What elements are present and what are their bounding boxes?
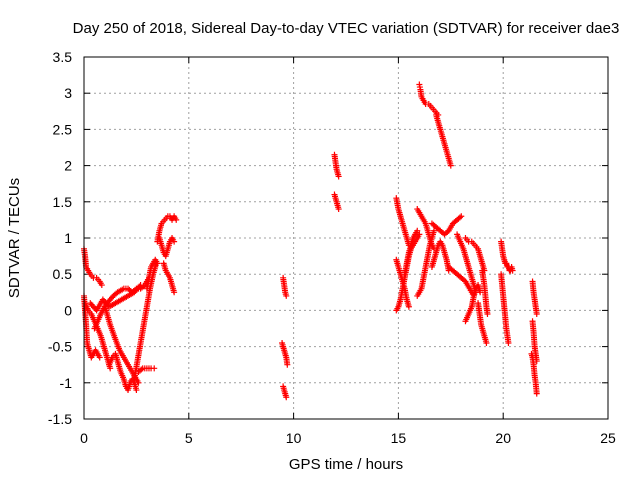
series-pass-12-b bbox=[331, 191, 342, 213]
y-tick-label: -1.5 bbox=[48, 411, 72, 427]
series-pass-18-b bbox=[454, 231, 479, 296]
x-tick-label: 5 bbox=[185, 430, 193, 446]
data-point bbox=[461, 277, 468, 284]
series-pass-20-c bbox=[503, 260, 516, 274]
data-point bbox=[533, 311, 540, 318]
series-pass-15-a bbox=[393, 195, 412, 249]
series-pass-21-a bbox=[529, 278, 540, 318]
data-point bbox=[151, 365, 158, 372]
chart-title: Day 250 of 2018, Sidereal Day-to-day VTE… bbox=[73, 20, 620, 37]
data-point bbox=[284, 361, 291, 368]
series-pass-12-a bbox=[331, 151, 342, 180]
y-tick-label: 1.5 bbox=[53, 194, 73, 210]
y-tick-label: 2 bbox=[64, 158, 72, 174]
data-point bbox=[96, 354, 103, 361]
series-pass-20-b bbox=[498, 271, 512, 346]
data-point bbox=[405, 303, 412, 310]
x-axis-label: GPS time / hours bbox=[289, 456, 403, 473]
series-pass-19-a bbox=[479, 267, 491, 318]
data-point bbox=[283, 394, 290, 401]
data-point bbox=[107, 365, 114, 372]
data-point bbox=[483, 339, 490, 346]
series-pass-17-a bbox=[433, 111, 454, 169]
data-point bbox=[458, 213, 465, 220]
data-point bbox=[414, 227, 421, 234]
series-pass-21-c bbox=[528, 350, 540, 397]
series-pass-18-e bbox=[475, 300, 490, 346]
series-pass-09-a bbox=[280, 274, 290, 299]
grid bbox=[84, 57, 608, 419]
series-pass-04-b bbox=[156, 235, 178, 260]
y-tick-label: 3.5 bbox=[53, 49, 73, 65]
y-axis-label: SDTVAR / TECUs bbox=[6, 178, 23, 298]
data-point bbox=[484, 311, 491, 318]
series-pass-09-c bbox=[280, 383, 290, 401]
series-pass-16-c bbox=[416, 81, 442, 118]
data-point bbox=[431, 227, 438, 234]
series-pass-04-a bbox=[154, 213, 180, 245]
series-pass-02-e bbox=[135, 365, 158, 375]
data-points bbox=[81, 81, 540, 401]
data-point bbox=[173, 216, 180, 223]
data-point bbox=[456, 214, 463, 221]
series-pass-04-c bbox=[160, 260, 178, 296]
y-tick-label: 0 bbox=[64, 302, 72, 318]
plot-frame bbox=[83, 56, 609, 420]
data-point bbox=[335, 173, 342, 180]
data-point bbox=[154, 260, 161, 267]
data-point bbox=[137, 282, 144, 289]
series-pass-17-c bbox=[428, 213, 465, 238]
data-point bbox=[135, 379, 142, 386]
y-tick-label: -0.5 bbox=[48, 339, 72, 355]
data-point bbox=[447, 162, 454, 169]
x-tick-label: 10 bbox=[286, 430, 302, 446]
series-pass-17-b bbox=[428, 238, 452, 274]
series-pass-09-b bbox=[279, 339, 291, 368]
x-tick-label: 25 bbox=[600, 430, 616, 446]
y-tick-label: 1 bbox=[64, 230, 72, 246]
series-pass-02-d bbox=[131, 260, 160, 383]
data-point bbox=[283, 292, 290, 299]
y-tick-label: 2.5 bbox=[53, 121, 73, 137]
series-pass-00-a bbox=[81, 245, 105, 289]
data-point bbox=[509, 267, 516, 274]
data-point bbox=[335, 206, 342, 213]
y-tick-label: 0.5 bbox=[53, 266, 73, 282]
x-tick-label: 15 bbox=[391, 430, 407, 446]
x-tick-label: 20 bbox=[495, 430, 511, 446]
series-pass-02-b bbox=[87, 282, 144, 314]
series-pass-18-c bbox=[462, 282, 484, 325]
data-point bbox=[98, 282, 105, 289]
series-pass-18-d bbox=[462, 235, 488, 274]
series-pass-16-b bbox=[414, 227, 438, 299]
data-point bbox=[505, 339, 512, 346]
data-point bbox=[171, 289, 178, 296]
data-point bbox=[444, 228, 451, 235]
data-point bbox=[171, 238, 178, 245]
series-pass-03 bbox=[143, 256, 161, 292]
series-pass-15-d bbox=[401, 227, 421, 278]
y-tick-label: -1 bbox=[60, 375, 73, 391]
data-point bbox=[133, 387, 140, 394]
axis-ticks: 0 5 10 15 20 25 -1.5 -1 -0.5 0 0.5 1 1.5 2 2.5 3 3.5 bbox=[48, 49, 616, 446]
x-tick-label: 0 bbox=[80, 430, 88, 446]
y-tick-label: 3 bbox=[64, 85, 72, 101]
data-point bbox=[533, 390, 540, 397]
data-point bbox=[138, 366, 145, 373]
